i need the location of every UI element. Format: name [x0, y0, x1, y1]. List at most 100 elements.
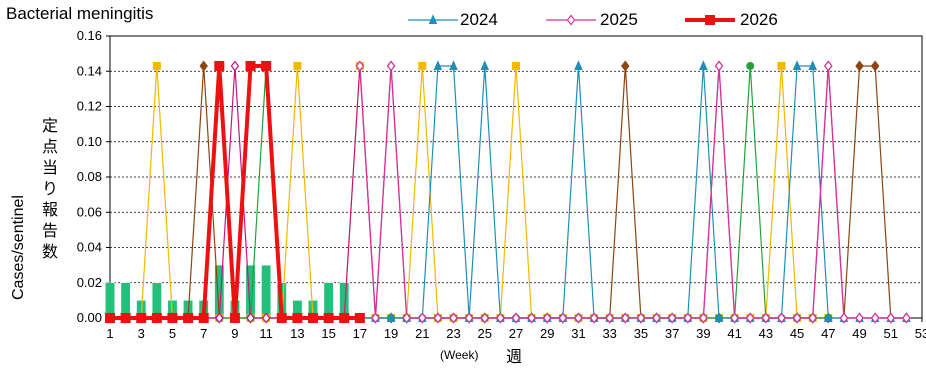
- x-tick-label: 13: [290, 326, 304, 341]
- x-tick-label: 3: [138, 326, 145, 341]
- series-2024-point: [699, 60, 708, 70]
- x-tick-label: 33: [602, 326, 616, 341]
- series-2025-point: [870, 312, 880, 324]
- series-2024-point: [824, 312, 833, 322]
- y-tick-label: 0.10: [77, 134, 102, 149]
- bar: [261, 264, 272, 319]
- series-2025-point: [824, 60, 833, 72]
- x-tick-label: 43: [759, 326, 773, 341]
- x-axis-label: (Week): [440, 348, 479, 362]
- legend-label-2024: 2024: [460, 10, 498, 29]
- series-2026-point: [323, 313, 334, 323]
- previous-year-series-3-point: [230, 60, 240, 72]
- series-2025-point: [699, 312, 708, 324]
- y-tick-label: 0.16: [77, 28, 102, 43]
- x-tick-label: 53: [915, 326, 926, 341]
- series-2025-point: [839, 312, 849, 324]
- previous-year-series-1-point: [199, 60, 208, 72]
- series-2025-point: [511, 312, 521, 324]
- x-tick-label: 25: [478, 326, 492, 341]
- previous-year-series-0-point: [418, 61, 427, 70]
- series-2026-point: [120, 313, 131, 323]
- x-tick-label: 27: [509, 326, 523, 341]
- previous-year-series-3-point: [246, 312, 255, 324]
- series-2025-point: [636, 312, 646, 324]
- series-2024-point: [449, 60, 458, 70]
- previous-year-series-0-point: [777, 61, 786, 70]
- series-2026-point: [136, 313, 147, 323]
- legend-marker-2026: [705, 15, 715, 25]
- y-tick-label: 0.14: [77, 63, 102, 78]
- series-2026-point: [151, 313, 162, 323]
- x-tick-label: 45: [790, 326, 804, 341]
- series-2025-point: [745, 312, 755, 324]
- series-2026-point: [276, 313, 287, 323]
- series-2024-point: [386, 312, 396, 322]
- series-2024-point: [808, 60, 817, 70]
- series-2026-point: [229, 313, 240, 323]
- series-2025-point: [855, 312, 864, 324]
- x-tick-label: 51: [884, 326, 898, 341]
- legend-label-2026: 2026: [740, 10, 778, 29]
- series-2026-point: [308, 313, 318, 323]
- x-tick-label: 29: [540, 326, 554, 341]
- chart-title: Bacterial meningitis: [6, 4, 154, 23]
- legend-marker-2024: [428, 14, 438, 24]
- series-2025-point: [574, 312, 583, 324]
- series-2025-point: [714, 60, 724, 72]
- series-2025-point: [652, 312, 661, 324]
- y-tick-label: 0.02: [77, 275, 102, 290]
- series-2024-point: [714, 312, 724, 322]
- series-2025-point: [761, 312, 771, 324]
- series-2026-point: [198, 313, 209, 323]
- series-2025-point: [730, 312, 739, 324]
- previous-year-series-0-point: [293, 61, 302, 70]
- x-tick-label: 5: [169, 326, 176, 341]
- series-2025-point: [777, 312, 786, 324]
- series-2025-point: [605, 312, 614, 324]
- series-2025-point: [527, 312, 536, 324]
- series-2025-point: [464, 312, 474, 324]
- series-2026-point: [183, 313, 194, 323]
- series-2025-point: [386, 60, 396, 72]
- x-axis-label-jp: 週: [506, 347, 523, 366]
- series-2024-point: [480, 60, 490, 70]
- series-2026-point: [354, 313, 365, 323]
- series-2026-point: [245, 60, 256, 71]
- legend-marker-2025: [566, 14, 576, 26]
- series-2025-point: [558, 312, 568, 324]
- series-2025-point: [496, 312, 505, 324]
- previous-year-series-1-point: [870, 60, 880, 72]
- y-tick-label: 0.00: [77, 310, 102, 325]
- series-2025-point: [683, 312, 693, 324]
- x-tick-label: 49: [852, 326, 866, 341]
- x-tick-label: 19: [384, 326, 398, 341]
- series-2025-point: [480, 312, 490, 324]
- legend-label-2025: 2025: [600, 10, 638, 29]
- x-tick-label: 47: [821, 326, 835, 341]
- series-2025-point: [886, 312, 896, 324]
- series-2025-point: [542, 312, 552, 324]
- previous-year-series-1-point: [621, 60, 630, 72]
- x-tick-label: 21: [415, 326, 429, 341]
- series-2025-point: [433, 312, 443, 324]
- y-tick-label: 0.08: [77, 169, 102, 184]
- x-tick-label: 35: [634, 326, 648, 341]
- previous-year-series-3-point: [215, 312, 224, 324]
- x-tick-label: 1: [106, 326, 113, 341]
- y-axis-label-jp: 定点当り報告数: [41, 116, 58, 261]
- previous-year-series-1-point: [855, 60, 864, 72]
- x-tick-label: 41: [727, 326, 741, 341]
- series-2026-point: [292, 313, 303, 323]
- series-2025-point: [902, 312, 911, 324]
- x-tick-label: 11: [259, 326, 273, 341]
- x-tick-label: 9: [231, 326, 238, 341]
- series-2025-point: [621, 312, 630, 324]
- series-2026-point: [105, 313, 115, 323]
- series-2025-point: [418, 312, 427, 324]
- series-2026-point: [261, 60, 272, 71]
- series-2024-point: [792, 60, 802, 70]
- y-tick-label: 0.12: [77, 99, 102, 114]
- x-tick-label: 7: [200, 326, 207, 341]
